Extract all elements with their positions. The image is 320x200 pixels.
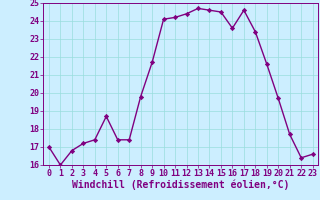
X-axis label: Windchill (Refroidissement éolien,°C): Windchill (Refroidissement éolien,°C) bbox=[72, 180, 290, 190]
